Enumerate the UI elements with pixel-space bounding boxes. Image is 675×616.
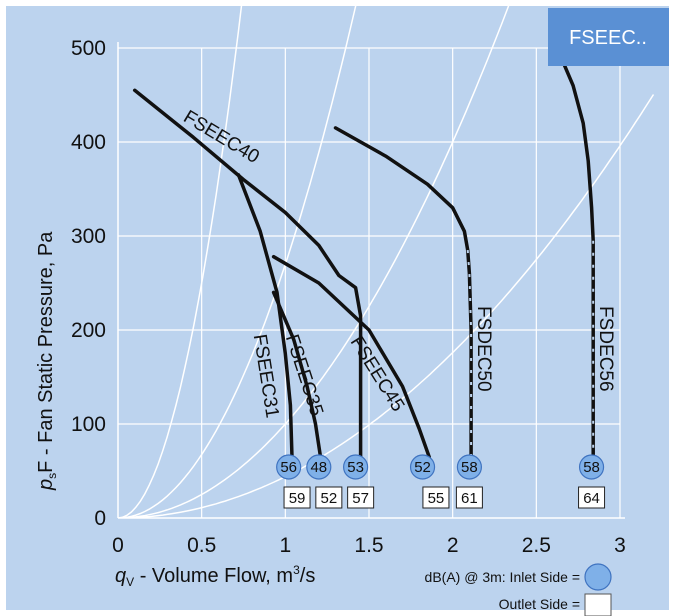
curve-label: FSDEC50 <box>473 306 494 392</box>
outlet-level-value: 61 <box>461 490 478 507</box>
outlet-level-value: 55 <box>428 490 445 507</box>
y-tick-label: 400 <box>71 131 106 154</box>
outlet-level-badge <box>347 486 375 509</box>
y-tick-label: 100 <box>71 413 106 436</box>
system-curve <box>118 0 243 518</box>
title-box <box>548 8 669 66</box>
inlet-level-value: 58 <box>583 459 600 476</box>
x-tick-label: 2.5 <box>522 534 551 557</box>
fan-curve-fseec40 <box>132 88 363 459</box>
y-tick-label: 500 <box>71 37 106 60</box>
inlet-level-badge <box>456 454 482 480</box>
fan-curve-fseec31 <box>236 173 294 459</box>
legend-outlet-label: Outlet Side = <box>499 596 580 612</box>
curve-label: FSDEC56 <box>595 306 616 392</box>
outlet-level-value: 52 <box>320 490 337 507</box>
y-tick-label: 300 <box>71 225 106 248</box>
y-tick-label: 0 <box>94 507 106 530</box>
fan-curve-fseec35 <box>271 290 323 459</box>
outlet-level-badge <box>315 486 343 509</box>
curve-label: FSEEC31 <box>249 333 283 420</box>
grid-lines <box>118 47 621 518</box>
inlet-level-badge <box>343 454 369 480</box>
system-curve <box>118 0 358 518</box>
x-tick-label: 1.5 <box>354 534 383 557</box>
legend-outlet-swatch <box>584 593 612 616</box>
outlet-level-badge <box>578 486 606 509</box>
legend: dB(A) @ 3m: Inlet Side = Outlet Side = <box>425 563 612 616</box>
inlet-level-badge <box>306 454 332 480</box>
fan-curve-fsdec56 <box>561 60 595 459</box>
system-curve <box>118 94 655 518</box>
outlet-level-badge <box>283 486 311 509</box>
chart-title: FSEEC.. <box>548 8 669 66</box>
x-axis-label: qV - Volume Flow, m3/s <box>115 563 315 589</box>
legend-inlet-label: dB(A) @ 3m: Inlet Side = <box>425 569 580 585</box>
inlet-level-badge <box>578 454 605 480</box>
inlet-level-value: 48 <box>310 459 327 476</box>
fan-curve-fseec45 <box>271 254 431 459</box>
inlet-level-value: 52 <box>414 459 431 476</box>
y-axis-label: psF - Fan Static Pressure, Pa <box>35 231 59 491</box>
outlet-level-value: 57 <box>352 490 369 507</box>
outlet-level-badge <box>422 486 450 509</box>
inlet-level-badge <box>276 454 302 480</box>
system-curves <box>118 0 655 518</box>
outlet-level-value: 59 <box>289 490 306 507</box>
inlet-level-value: 58 <box>461 459 478 476</box>
outlet-level-badge <box>455 486 483 509</box>
axes <box>117 42 625 519</box>
x-tick-label: 2 <box>447 534 459 557</box>
fan-curve-fsdec50 <box>333 126 473 459</box>
x-tick-label: 1 <box>279 534 291 557</box>
inlet-level-badge <box>409 454 436 480</box>
x-tick-label: 0.5 <box>187 534 216 557</box>
axis-labels: 0 0.5 1 1.5 2 2.5 3 0 100 200 300 400 500 qV - Volume… <box>35 37 626 589</box>
x-tick-label: 0 <box>112 534 124 557</box>
noise-level-badges: 56 48 53 52 58 58 59 52 57 55 61 64 <box>276 454 606 509</box>
title-text: FSEEC.. <box>569 27 647 49</box>
inlet-level-value: 56 <box>280 459 297 476</box>
y-tick-label: 200 <box>71 319 106 342</box>
system-curve <box>118 0 512 518</box>
inlet-level-value: 53 <box>347 459 364 476</box>
outlet-level-value: 64 <box>583 490 600 507</box>
legend-inlet-swatch <box>584 563 612 591</box>
x-tick-label: 3 <box>614 534 626 557</box>
